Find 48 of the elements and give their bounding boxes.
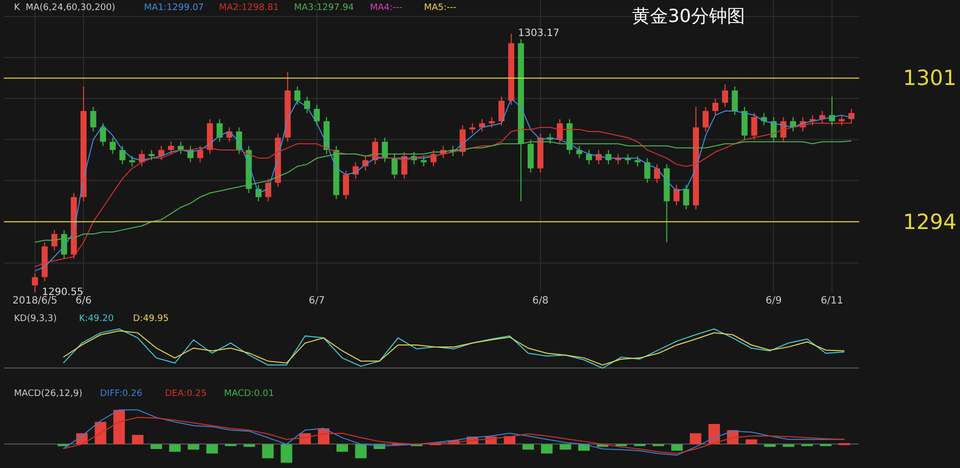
bar (355, 444, 367, 458)
bar (671, 444, 683, 451)
bar (708, 424, 720, 444)
x-tick-label: 6/8 (532, 296, 548, 306)
bar (169, 444, 181, 452)
text: MACD:0.01 (224, 389, 274, 399)
bar (280, 444, 292, 463)
bar (113, 410, 125, 444)
candlestick (420, 156, 427, 167)
x-tick-label: 6/6 (75, 296, 92, 306)
series-label: K:49.20 (79, 314, 114, 324)
bar (150, 444, 162, 449)
bar (560, 444, 572, 450)
chart-title: 黄金30分钟图 (632, 6, 745, 27)
ref-line-label: 1301 (903, 66, 956, 90)
legend-title: KD(9,3,3) (14, 314, 57, 324)
series-label: DIFF:0.26 (100, 389, 143, 399)
bar (206, 444, 218, 454)
legend-title: K MA(6,24,60,30,200) (14, 3, 116, 13)
bar (94, 422, 106, 444)
bar (262, 444, 274, 458)
bar (522, 444, 534, 450)
text: MA3:1297.94 (294, 3, 354, 13)
bar (764, 444, 776, 447)
legend-label: MA5:--- (424, 3, 456, 13)
candlestick (488, 116, 495, 128)
legend-label: MA4:--- (370, 3, 402, 13)
x-tick-label: 6/9 (766, 296, 782, 306)
text: DEA:0.25 (165, 389, 207, 399)
x-tick-label: 6/7 (308, 296, 325, 306)
bar (244, 444, 256, 447)
legend-title: MACD(26,12,9) (14, 389, 82, 399)
bar (188, 444, 200, 450)
ref-line-label: 1294 (903, 210, 956, 234)
annotation: 1303.17 (518, 28, 560, 39)
text: MA2:1298.81 (219, 3, 279, 13)
text: MA1:1299.07 (144, 3, 204, 13)
bar (690, 433, 702, 444)
x-tick-label: 2018/6/5 (12, 296, 58, 306)
candlestick (129, 156, 136, 167)
bar (541, 444, 553, 454)
bar (132, 434, 144, 444)
candlestick (634, 156, 641, 167)
bar (746, 439, 758, 444)
x-tick-label: 6/11 (820, 296, 844, 306)
bar (336, 444, 348, 452)
bar (782, 444, 794, 447)
series-label: D:49.95 (133, 314, 169, 324)
